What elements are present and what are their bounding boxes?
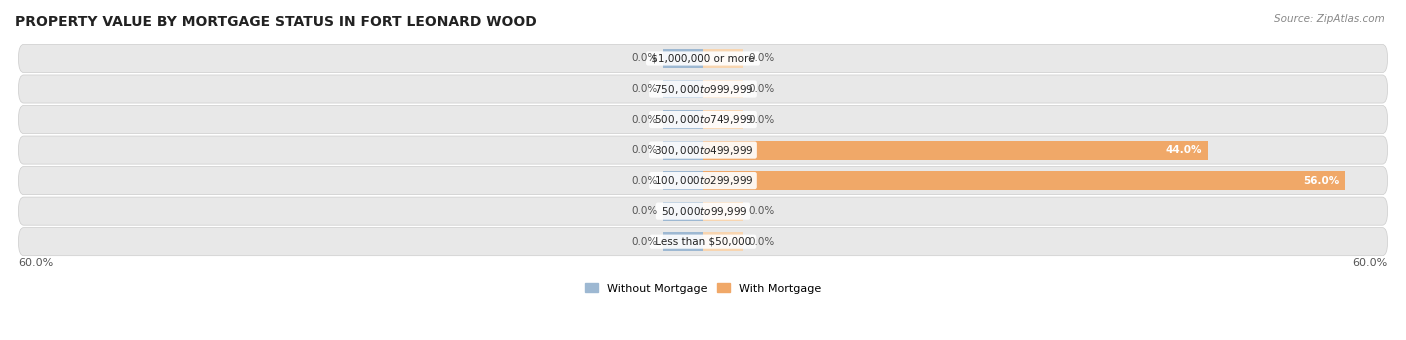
Bar: [662, 80, 703, 99]
Text: Source: ZipAtlas.com: Source: ZipAtlas.com: [1274, 14, 1385, 23]
Bar: [703, 171, 1346, 190]
Legend: Without Mortgage, With Mortgage: Without Mortgage, With Mortgage: [581, 279, 825, 298]
Text: $50,000 to $99,999: $50,000 to $99,999: [658, 205, 748, 218]
Text: 0.0%: 0.0%: [749, 237, 775, 246]
FancyBboxPatch shape: [18, 136, 1388, 164]
Text: 0.0%: 0.0%: [749, 53, 775, 64]
Text: 0.0%: 0.0%: [631, 237, 657, 246]
Text: 56.0%: 56.0%: [1303, 175, 1340, 186]
Text: 0.0%: 0.0%: [749, 84, 775, 94]
Bar: [703, 49, 744, 68]
Text: 0.0%: 0.0%: [749, 115, 775, 124]
Text: 0.0%: 0.0%: [631, 145, 657, 155]
Text: 0.0%: 0.0%: [749, 206, 775, 216]
Text: 44.0%: 44.0%: [1166, 145, 1202, 155]
Bar: [703, 80, 744, 99]
FancyBboxPatch shape: [18, 105, 1388, 134]
Text: 60.0%: 60.0%: [18, 258, 53, 268]
Bar: [662, 49, 703, 68]
FancyBboxPatch shape: [18, 227, 1388, 256]
Text: $1,000,000 or more: $1,000,000 or more: [648, 53, 758, 64]
Text: Less than $50,000: Less than $50,000: [652, 237, 754, 246]
Text: 0.0%: 0.0%: [631, 53, 657, 64]
Bar: [703, 141, 1208, 159]
Bar: [703, 232, 744, 251]
Text: 60.0%: 60.0%: [1353, 258, 1388, 268]
FancyBboxPatch shape: [18, 197, 1388, 225]
Bar: [662, 232, 703, 251]
Text: 0.0%: 0.0%: [631, 175, 657, 186]
Text: 0.0%: 0.0%: [631, 115, 657, 124]
Bar: [703, 110, 744, 129]
Bar: [662, 202, 703, 221]
Text: 0.0%: 0.0%: [631, 84, 657, 94]
FancyBboxPatch shape: [18, 45, 1388, 72]
Text: PROPERTY VALUE BY MORTGAGE STATUS IN FORT LEONARD WOOD: PROPERTY VALUE BY MORTGAGE STATUS IN FOR…: [15, 15, 537, 29]
Bar: [662, 171, 703, 190]
Text: $100,000 to $299,999: $100,000 to $299,999: [651, 174, 755, 187]
FancyBboxPatch shape: [18, 167, 1388, 194]
Bar: [662, 141, 703, 159]
Text: $300,000 to $499,999: $300,000 to $499,999: [651, 143, 755, 157]
Text: 0.0%: 0.0%: [631, 206, 657, 216]
FancyBboxPatch shape: [18, 75, 1388, 103]
Bar: [662, 110, 703, 129]
Bar: [703, 202, 744, 221]
Text: $750,000 to $999,999: $750,000 to $999,999: [651, 83, 755, 96]
Text: $500,000 to $749,999: $500,000 to $749,999: [651, 113, 755, 126]
